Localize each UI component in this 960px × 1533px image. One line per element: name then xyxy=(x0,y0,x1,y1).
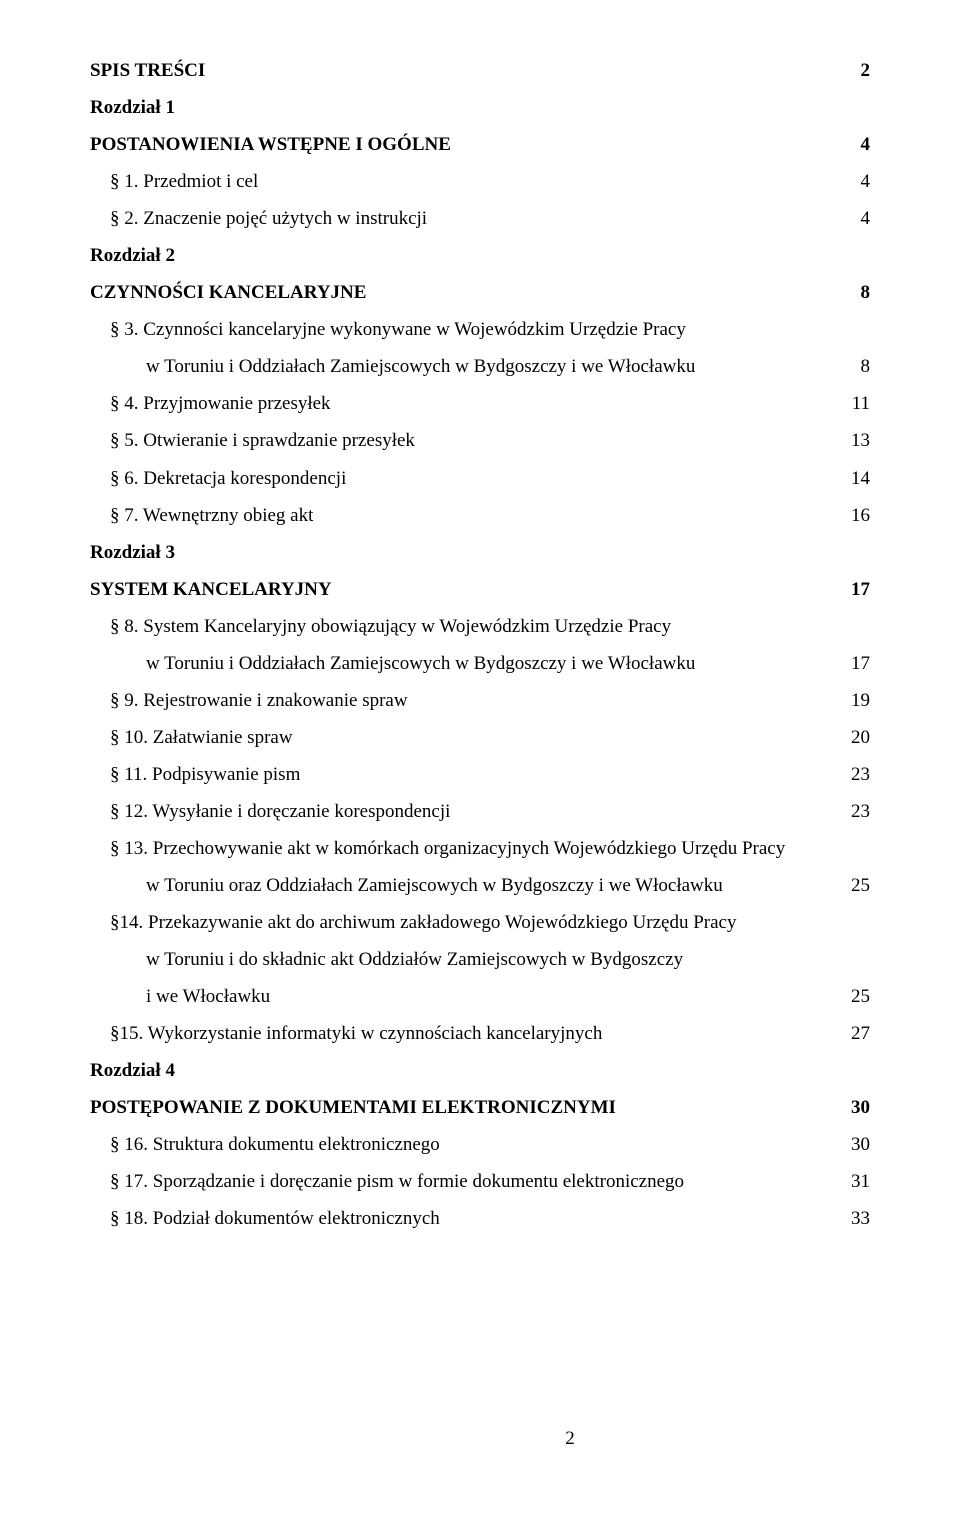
toc-label: § 4. Przyjmowanie przesyłek xyxy=(90,385,828,422)
toc-page-number: 25 xyxy=(827,978,870,1015)
toc-page-number: 33 xyxy=(827,1200,870,1237)
toc-label: §14. Przekazywanie akt do archiwum zakła… xyxy=(90,904,846,941)
toc-row: § 9. Rejestrowanie i znakowanie spraw19 xyxy=(90,682,870,719)
toc-label: w Toruniu i do składnic akt Oddziałów Za… xyxy=(90,941,846,978)
toc-page-number: 17 xyxy=(827,645,870,682)
toc-row: § 11. Podpisywanie pism23 xyxy=(90,756,870,793)
toc-page-number: 11 xyxy=(828,385,870,422)
toc-label: § 13. Przechowywanie akt w komórkach org… xyxy=(90,830,846,867)
toc-row: §14. Przekazywanie akt do archiwum zakła… xyxy=(90,904,870,941)
toc-row: w Toruniu i Oddziałach Zamiejscowych w B… xyxy=(90,348,870,385)
toc-row: Rozdział 3 xyxy=(90,534,870,571)
toc-row: POSTANOWIENIA WSTĘPNE I OGÓLNE4 xyxy=(90,126,870,163)
toc-page-number: 14 xyxy=(827,460,870,497)
toc-label: Rozdział 1 xyxy=(90,89,846,126)
toc-page-number: 25 xyxy=(827,867,870,904)
toc-row: § 18. Podział dokumentów elektronicznych… xyxy=(90,1200,870,1237)
toc-label: POSTĘPOWANIE Z DOKUMENTAMI ELEKTRONICZNY… xyxy=(90,1089,827,1126)
toc-row: § 5. Otwieranie i sprawdzanie przesyłek1… xyxy=(90,422,870,459)
toc-label: § 17. Sporządzanie i doręczanie pism w f… xyxy=(90,1163,827,1200)
toc-row: § 13. Przechowywanie akt w komórkach org… xyxy=(90,830,870,867)
toc-page-number: 8 xyxy=(837,274,871,311)
toc-page-number: 19 xyxy=(827,682,870,719)
toc-row: § 16. Struktura dokumentu elektroniczneg… xyxy=(90,1126,870,1163)
toc-row: § 4. Przyjmowanie przesyłek11 xyxy=(90,385,870,422)
toc-row: § 3. Czynności kancelaryjne wykonywane w… xyxy=(90,311,870,348)
toc-row: SYSTEM KANCELARYJNY17 xyxy=(90,571,870,608)
toc-row: § 7. Wewnętrzny obieg akt16 xyxy=(90,497,870,534)
toc-page-number: 2 xyxy=(837,52,871,89)
toc-page-number: 4 xyxy=(837,200,871,237)
toc-row: Rozdział 2 xyxy=(90,237,870,274)
toc-label: § 10. Załatwianie spraw xyxy=(90,719,827,756)
toc-page-number: 23 xyxy=(827,793,870,830)
toc-row: w Toruniu i Oddziałach Zamiejscowych w B… xyxy=(90,645,870,682)
table-of-contents: SPIS TREŚCI2Rozdział 1POSTANOWIENIA WSTĘ… xyxy=(90,52,870,1238)
toc-label: § 9. Rejestrowanie i znakowanie spraw xyxy=(90,682,827,719)
toc-row: § 8. System Kancelaryjny obowiązujący w … xyxy=(90,608,870,645)
toc-label: SYSTEM KANCELARYJNY xyxy=(90,571,827,608)
toc-label: § 6. Dekretacja korespondencji xyxy=(90,460,827,497)
toc-row: § 2. Znaczenie pojęć użytych w instrukcj… xyxy=(90,200,870,237)
toc-row: w Toruniu oraz Oddziałach Zamiejscowych … xyxy=(90,867,870,904)
toc-label: Rozdział 2 xyxy=(90,237,846,274)
toc-row: POSTĘPOWANIE Z DOKUMENTAMI ELEKTRONICZNY… xyxy=(90,1089,870,1126)
toc-page-number: 20 xyxy=(827,719,870,756)
toc-page-number: 30 xyxy=(827,1089,870,1126)
toc-row: i we Włocławku25 xyxy=(90,978,870,1015)
toc-page-number: 8 xyxy=(837,348,871,385)
toc-page-number: 13 xyxy=(827,422,870,459)
toc-label: w Toruniu i Oddziałach Zamiejscowych w B… xyxy=(90,348,837,385)
toc-label: POSTANOWIENIA WSTĘPNE I OGÓLNE xyxy=(90,126,837,163)
toc-label: i we Włocławku xyxy=(90,978,827,1015)
toc-label: § 3. Czynności kancelaryjne wykonywane w… xyxy=(90,311,846,348)
toc-label: § 2. Znaczenie pojęć użytych w instrukcj… xyxy=(90,200,837,237)
toc-page-number: 17 xyxy=(827,571,870,608)
toc-row: Rozdział 4 xyxy=(90,1052,870,1089)
toc-row: Rozdział 1 xyxy=(90,89,870,126)
toc-row: w Toruniu i do składnic akt Oddziałów Za… xyxy=(90,941,870,978)
toc-label: § 16. Struktura dokumentu elektroniczneg… xyxy=(90,1126,827,1163)
toc-page-number: 23 xyxy=(827,756,870,793)
toc-label: w Toruniu oraz Oddziałach Zamiejscowych … xyxy=(90,867,827,904)
toc-row: §15. Wykorzystanie informatyki w czynnoś… xyxy=(90,1015,870,1052)
toc-row: § 1. Przedmiot i cel4 xyxy=(90,163,870,200)
toc-label: § 5. Otwieranie i sprawdzanie przesyłek xyxy=(90,422,827,459)
toc-page-number: 31 xyxy=(827,1163,870,1200)
toc-label: §15. Wykorzystanie informatyki w czynnoś… xyxy=(90,1015,827,1052)
toc-row: CZYNNOŚCI KANCELARYJNE8 xyxy=(90,274,870,311)
toc-page-number: 4 xyxy=(837,126,871,163)
toc-label: § 8. System Kancelaryjny obowiązujący w … xyxy=(90,608,846,645)
toc-row: § 17. Sporządzanie i doręczanie pism w f… xyxy=(90,1163,870,1200)
toc-row: § 10. Załatwianie spraw20 xyxy=(90,719,870,756)
toc-label: Rozdział 4 xyxy=(90,1052,846,1089)
toc-label: CZYNNOŚCI KANCELARYJNE xyxy=(90,274,837,311)
toc-page-number: 30 xyxy=(827,1126,870,1163)
toc-page-number: 16 xyxy=(827,497,870,534)
toc-page-number: 4 xyxy=(837,163,871,200)
toc-label: § 11. Podpisywanie pism xyxy=(90,756,827,793)
toc-page-number: 27 xyxy=(827,1015,870,1052)
toc-label: § 18. Podział dokumentów elektronicznych xyxy=(90,1200,827,1237)
toc-label: § 12. Wysyłanie i doręczanie koresponden… xyxy=(90,793,827,830)
toc-row: § 12. Wysyłanie i doręczanie koresponden… xyxy=(90,793,870,830)
toc-label: § 7. Wewnętrzny obieg akt xyxy=(90,497,827,534)
toc-label: w Toruniu i Oddziałach Zamiejscowych w B… xyxy=(90,645,827,682)
page-number: 2 xyxy=(90,1420,960,1457)
toc-row: § 6. Dekretacja korespondencji14 xyxy=(90,460,870,497)
toc-row: SPIS TREŚCI2 xyxy=(90,52,870,89)
toc-label: § 1. Przedmiot i cel xyxy=(90,163,837,200)
toc-label: SPIS TREŚCI xyxy=(90,52,837,89)
toc-label: Rozdział 3 xyxy=(90,534,846,571)
